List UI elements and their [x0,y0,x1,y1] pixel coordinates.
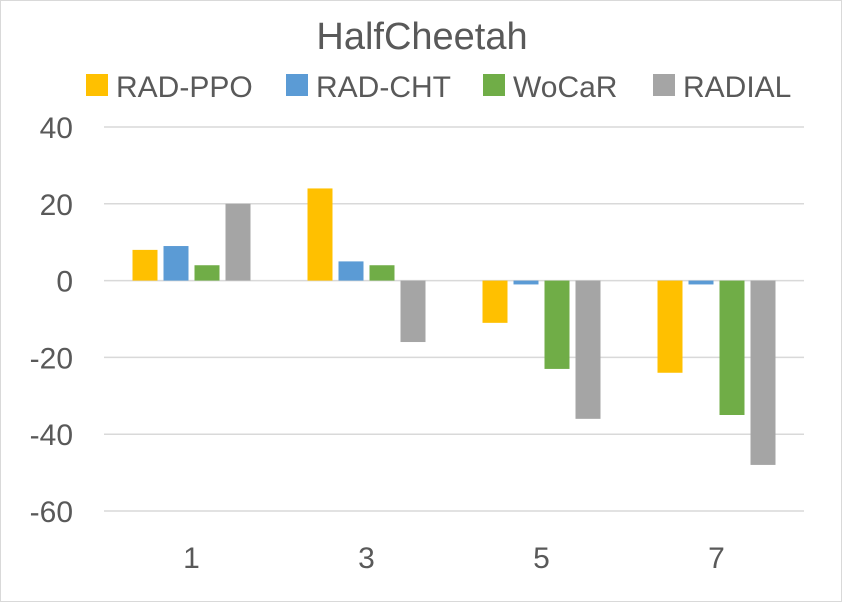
bar-rad-cht-1 [163,246,189,281]
gridlines [104,126,804,512]
legend-label-rad-ppo: RAD-PPO [116,71,253,104]
bar-rad-ppo-5 [482,280,508,323]
x-tick-label: 5 [533,542,550,575]
bar-rad-ppo-1 [132,249,158,281]
y-tick-label: -60 [30,496,73,529]
bar-rad-cht-3 [338,261,364,281]
legend-label-rad-cht: RAD-CHT [316,71,451,104]
legend-swatch-rad-cht [286,74,308,96]
legend-label-wocar: WoCaR [513,71,617,104]
bar-rad-cht-7 [688,280,714,285]
y-tick-label: -40 [30,419,73,452]
bar-rad-ppo-7 [657,280,683,373]
y-tick-label: -20 [30,342,73,375]
x-tick-label: 1 [183,542,200,575]
bar-rad-ppo-3 [307,188,333,281]
bar-wocar-1 [194,265,220,281]
y-tick-label: 40 [40,112,73,145]
x-tick-label: 3 [358,542,375,575]
x-axis-ticks: 1 3 5 7 [183,542,725,575]
bar-wocar-3 [369,265,395,281]
bar-wocar-5 [544,280,570,369]
x-tick-label: 7 [708,542,725,575]
bar-radial-3 [400,280,426,343]
bar-wocar-7 [719,280,745,415]
y-tick-label: 0 [56,266,73,299]
bar-radial-7 [750,280,776,465]
bars [132,188,776,465]
y-tick-label: 20 [40,189,73,222]
chart-title: HalfCheetah [316,16,527,58]
bar-radial-1 [225,203,251,281]
legend-swatch-radial [653,74,675,96]
bar-radial-5 [575,280,601,419]
legend-swatch-rad-ppo [86,74,108,96]
legend-label-radial: RADIAL [683,71,791,104]
legend: RAD-PPO RAD-CHT WoCaR RADIAL [86,71,791,104]
legend-swatch-wocar [483,74,505,96]
bar-rad-cht-5 [513,280,539,285]
y-axis-ticks: 40 20 0 -20 -40 -60 [30,112,73,529]
